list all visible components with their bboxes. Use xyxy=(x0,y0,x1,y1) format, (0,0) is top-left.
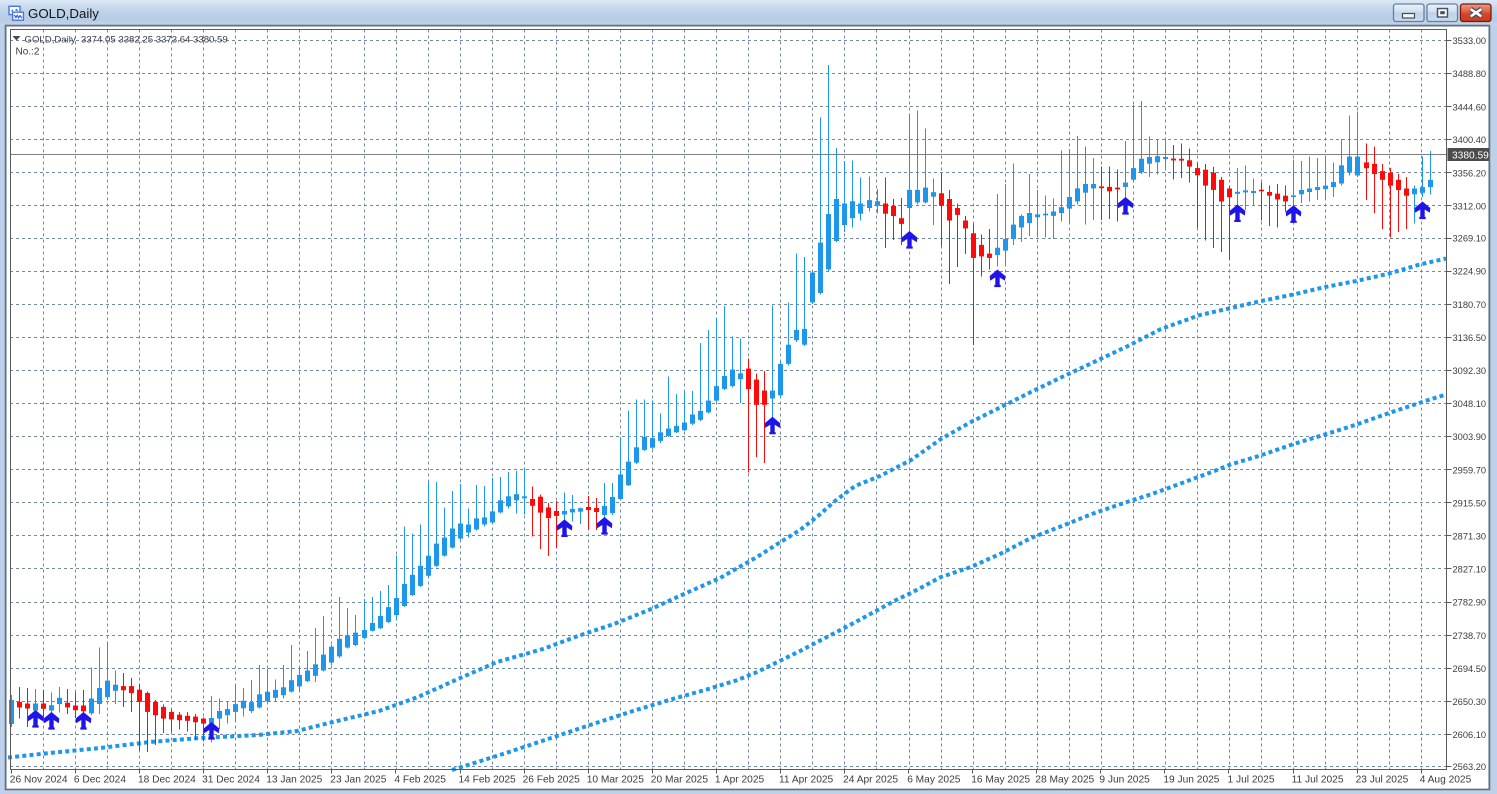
svg-text:19 Jun 2025: 19 Jun 2025 xyxy=(1163,775,1219,786)
svg-text:6 Dec 2024: 6 Dec 2024 xyxy=(74,775,126,786)
svg-text:6 May 2025: 6 May 2025 xyxy=(907,775,961,786)
svg-text:13 Jan 2025: 13 Jan 2025 xyxy=(266,775,322,786)
svg-text:26 Nov 2024: 26 Nov 2024 xyxy=(10,775,68,786)
svg-text:28 May 2025: 28 May 2025 xyxy=(1035,775,1094,786)
svg-text:3003.90: 3003.90 xyxy=(1453,432,1487,442)
svg-text:31 Dec 2024: 31 Dec 2024 xyxy=(202,775,260,786)
svg-text:3136.50: 3136.50 xyxy=(1453,333,1487,343)
svg-text:11 Jul 2025: 11 Jul 2025 xyxy=(1292,775,1344,786)
svg-text:3488.80: 3488.80 xyxy=(1453,69,1487,79)
svg-text:2563.20: 2563.20 xyxy=(1453,762,1487,772)
svg-text:14 Feb 2025: 14 Feb 2025 xyxy=(459,775,517,786)
svg-text:24 Apr 2025: 24 Apr 2025 xyxy=(843,775,898,786)
svg-text:3533.00: 3533.00 xyxy=(1453,36,1487,46)
svg-text:2915.50: 2915.50 xyxy=(1453,498,1487,508)
svg-text:3092.30: 3092.30 xyxy=(1453,366,1487,376)
svg-text:2871.30: 2871.30 xyxy=(1453,532,1487,542)
svg-text:9 Jun 2025: 9 Jun 2025 xyxy=(1099,775,1150,786)
svg-text:1 Apr 2025: 1 Apr 2025 xyxy=(715,775,765,786)
svg-text:20 Mar 2025: 20 Mar 2025 xyxy=(651,775,709,786)
svg-text:No.:2: No.:2 xyxy=(16,46,40,57)
svg-text:4 Aug 2025: 4 Aug 2025 xyxy=(1420,775,1472,786)
svg-text:26 Feb 2025: 26 Feb 2025 xyxy=(523,775,581,786)
svg-text:2782.90: 2782.90 xyxy=(1453,598,1487,608)
svg-text:23 Jul 2025: 23 Jul 2025 xyxy=(1356,775,1409,786)
svg-text:3048.10: 3048.10 xyxy=(1453,399,1487,409)
svg-text:10 Mar 2025: 10 Mar 2025 xyxy=(587,775,645,786)
svg-text:3400.40: 3400.40 xyxy=(1453,135,1487,145)
svg-text:18 Dec 2024: 18 Dec 2024 xyxy=(138,775,196,786)
svg-text:16 May 2025: 16 May 2025 xyxy=(971,775,1030,786)
svg-text:2827.10: 2827.10 xyxy=(1453,565,1487,575)
svg-text:1 Jul 2025: 1 Jul 2025 xyxy=(1228,775,1275,786)
svg-text:3180.70: 3180.70 xyxy=(1453,300,1487,310)
svg-text:2694.50: 2694.50 xyxy=(1453,664,1487,674)
svg-text:3444.60: 3444.60 xyxy=(1453,102,1487,112)
svg-text:2959.70: 2959.70 xyxy=(1453,465,1487,475)
svg-text:3356.20: 3356.20 xyxy=(1453,169,1487,179)
svg-text:GOLD,Daily 3374.05 3382.25 33: GOLD,Daily 3374.05 3382.25 3373.64 3380.… xyxy=(25,34,228,45)
svg-text:GOLD,Daily: GOLD,Daily xyxy=(28,6,99,21)
svg-text:3269.10: 3269.10 xyxy=(1453,234,1487,244)
svg-text:11 Apr 2025: 11 Apr 2025 xyxy=(779,775,834,786)
svg-text:3380.59: 3380.59 xyxy=(1452,150,1489,161)
svg-text:2650.30: 2650.30 xyxy=(1453,697,1487,707)
svg-text:3224.90: 3224.90 xyxy=(1453,267,1487,277)
svg-text:2606.10: 2606.10 xyxy=(1453,730,1487,740)
svg-text:23 Jan 2025: 23 Jan 2025 xyxy=(330,775,386,786)
svg-text:3312.00: 3312.00 xyxy=(1453,202,1487,212)
svg-text:2738.70: 2738.70 xyxy=(1453,631,1487,641)
svg-text:4 Feb 2025: 4 Feb 2025 xyxy=(394,775,446,786)
